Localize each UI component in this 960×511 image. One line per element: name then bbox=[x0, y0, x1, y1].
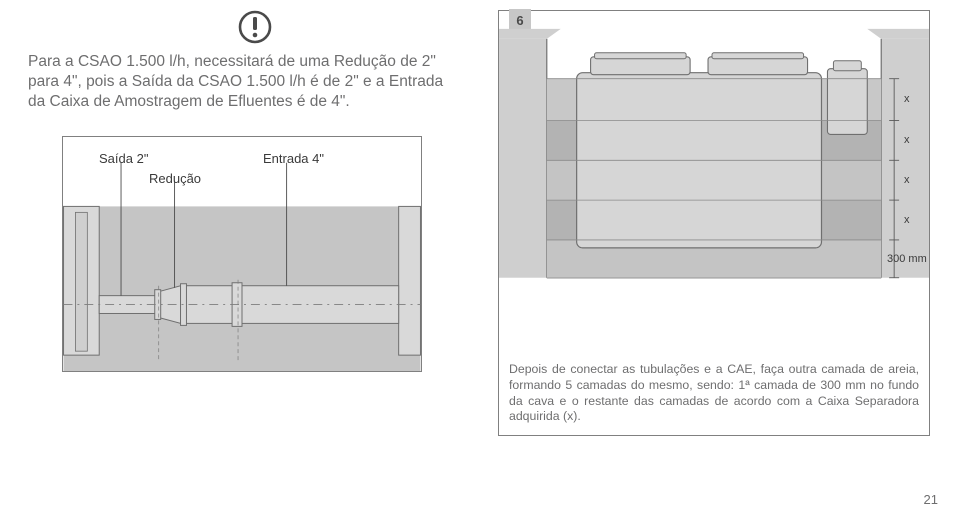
tank bbox=[577, 53, 822, 248]
note-text: Para a CSAO 1.500 l/h, necessitará de um… bbox=[28, 52, 460, 111]
figure-6: 6 bbox=[498, 10, 930, 436]
alert-icon bbox=[238, 10, 272, 44]
figure6-caption: Depois de conectar as tubulações e a CAE… bbox=[509, 362, 919, 425]
x-label-4: x bbox=[904, 214, 910, 226]
label-reducao: Redução bbox=[149, 171, 201, 186]
dim-300mm: 300 mm bbox=[887, 253, 927, 265]
label-entrada: Entrada 4" bbox=[263, 151, 324, 166]
page-number: 21 bbox=[924, 492, 938, 507]
detail-svg bbox=[63, 137, 421, 371]
x-label-2: x bbox=[904, 134, 910, 146]
label-saida: Saída 2" bbox=[99, 151, 148, 166]
x-label-1: x bbox=[904, 93, 910, 105]
x-label-3: x bbox=[904, 174, 910, 186]
detail-diagram: Saída 2" Redução Entrada 4" bbox=[62, 136, 422, 372]
